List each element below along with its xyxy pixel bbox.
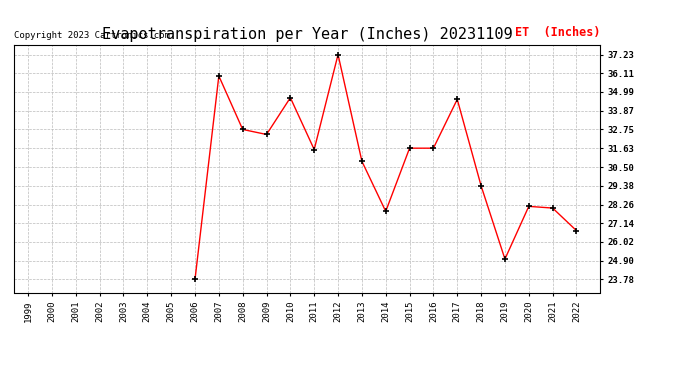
Text: ET  (Inches): ET (Inches) <box>515 26 601 39</box>
Title: Evapotranspiration per Year (Inches) 20231109: Evapotranspiration per Year (Inches) 202… <box>101 27 513 42</box>
Text: Copyright 2023 Cartronics.com: Copyright 2023 Cartronics.com <box>14 31 170 40</box>
